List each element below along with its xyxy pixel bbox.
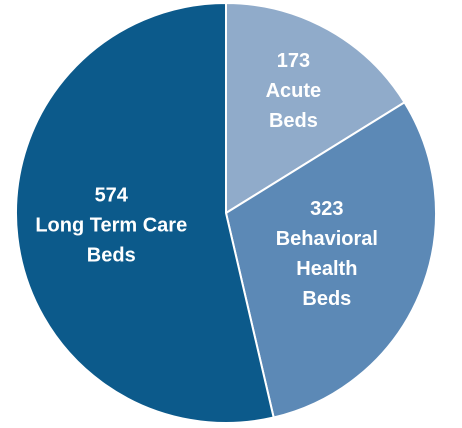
pie-slice — [15, 1, 275, 424]
slice-label: Beds — [87, 244, 136, 266]
pie-slice — [224, 100, 437, 419]
pie-slice — [225, 1, 406, 215]
value-label: 173 — [277, 50, 310, 72]
slice-label: Beds — [302, 288, 351, 310]
value-label: 574 — [95, 184, 129, 206]
slice-label: Long Term Care — [35, 214, 187, 236]
value-label: 323 — [310, 198, 343, 220]
slice-label: Beds — [269, 110, 318, 132]
slice-label: Acute — [266, 80, 322, 102]
slice-label: Behavioral — [276, 228, 378, 250]
slice-label: Health — [296, 258, 357, 280]
